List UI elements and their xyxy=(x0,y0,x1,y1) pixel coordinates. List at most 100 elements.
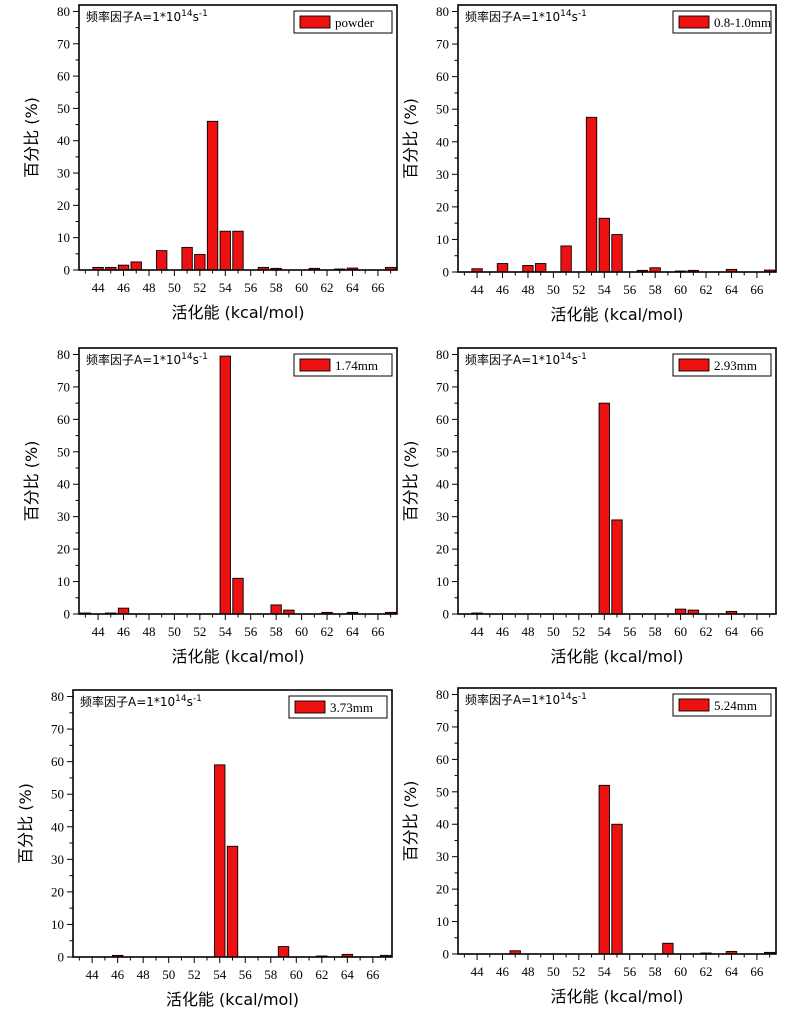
y-tick-label: 40 xyxy=(57,133,70,148)
y-tick-label: 0 xyxy=(58,950,65,965)
bar xyxy=(496,263,509,273)
y-tick-label: 70 xyxy=(51,722,64,737)
x-tick-label: 46 xyxy=(111,967,125,982)
y-tick-label: 50 xyxy=(57,101,70,116)
y-tick-label: 60 xyxy=(57,412,70,427)
bar xyxy=(611,519,623,615)
y-tick-label: 60 xyxy=(436,69,449,84)
x-tick-label: 48 xyxy=(137,967,150,982)
frequency-factor-annotation: 频率因子A=1*1014s-1 xyxy=(86,352,208,367)
frequency-factor-annotation: 频率因子A=1*1014s-1 xyxy=(465,692,587,707)
y-tick-label: 40 xyxy=(436,817,449,832)
x-tick-label: 64 xyxy=(346,624,360,639)
y-tick-label: 80 xyxy=(436,4,449,19)
x-tick-label: 52 xyxy=(572,282,585,297)
y-axis-label: 百分比 (%) xyxy=(401,781,420,862)
bar xyxy=(130,261,142,271)
x-tick-label: 62 xyxy=(700,282,713,297)
y-tick-label: 60 xyxy=(51,754,64,769)
y-tick-label: 0 xyxy=(443,947,450,962)
legend-label: powder xyxy=(335,15,375,30)
legend-swatch xyxy=(294,700,326,714)
y-tick-label: 50 xyxy=(57,444,70,459)
bar xyxy=(232,230,244,271)
y-tick-label: 10 xyxy=(436,232,449,247)
x-tick-label: 46 xyxy=(117,280,131,295)
chart-panel-5: 44 46 48 50 52 54 56 58 60 62 64 66 0 10 20 30 40 50 60 70 8… xyxy=(16,689,393,1009)
legend-swatch xyxy=(299,15,331,29)
y-tick-label: 0 xyxy=(64,263,71,278)
x-tick-label: 58 xyxy=(270,280,283,295)
bar xyxy=(662,942,674,955)
bar xyxy=(214,764,226,958)
y-tick-label: 0 xyxy=(443,265,450,280)
x-tick-label: 66 xyxy=(371,280,385,295)
y-axis-label: 百分比 (%) xyxy=(16,783,35,864)
y-tick-label: 30 xyxy=(57,509,70,524)
x-tick-label: 50 xyxy=(547,964,560,979)
x-tick-label: 66 xyxy=(750,964,764,979)
y-tick-label: 20 xyxy=(436,882,449,897)
x-tick-label: 62 xyxy=(321,624,334,639)
x-tick-label: 64 xyxy=(725,282,739,297)
bar xyxy=(585,116,598,273)
bar xyxy=(560,245,572,273)
bar xyxy=(270,604,282,615)
plot-frame xyxy=(78,347,398,615)
x-tick-label: 60 xyxy=(674,624,687,639)
x-tick-label: 52 xyxy=(193,280,206,295)
y-tick-label: 10 xyxy=(436,574,449,589)
y-tick-label: 30 xyxy=(51,852,64,867)
x-axis-label: 活化能 (kcal/mol) xyxy=(171,303,304,322)
x-tick-label: 46 xyxy=(117,624,131,639)
x-tick-label: 56 xyxy=(623,624,637,639)
y-tick-label: 50 xyxy=(436,784,449,799)
y-tick-label: 70 xyxy=(57,36,70,51)
x-tick-label: 54 xyxy=(219,280,233,295)
bar xyxy=(598,402,610,615)
x-tick-label: 58 xyxy=(649,964,662,979)
x-tick-label: 48 xyxy=(142,624,155,639)
chart-panel-2: 44 46 48 50 52 54 56 58 60 62 64 66 0 10 20 30 40 50 60 70 8… xyxy=(401,4,777,324)
x-tick-label: 54 xyxy=(598,624,612,639)
x-tick-label: 60 xyxy=(290,967,303,982)
x-tick-label: 44 xyxy=(92,624,106,639)
legend-label: 3.73mm xyxy=(330,700,373,715)
y-axis-label: 百分比 (%) xyxy=(401,98,420,179)
x-tick-label: 52 xyxy=(188,967,201,982)
y-tick-label: 60 xyxy=(436,752,449,767)
x-tick-label: 64 xyxy=(341,967,355,982)
legend-label: 1.74mm xyxy=(335,358,378,373)
x-tick-label: 64 xyxy=(725,624,739,639)
x-tick-label: 48 xyxy=(142,280,155,295)
x-tick-label: 46 xyxy=(496,624,510,639)
y-tick-label: 40 xyxy=(57,477,70,492)
frequency-factor-annotation: 频率因子A=1*1014s-1 xyxy=(86,9,208,24)
y-tick-label: 10 xyxy=(436,914,449,929)
y-tick-label: 30 xyxy=(57,166,70,181)
bar xyxy=(194,254,206,271)
legend-label: 0.8-1.0mm xyxy=(714,15,771,30)
bar xyxy=(611,823,623,955)
plot-frame xyxy=(457,4,777,273)
x-tick-label: 62 xyxy=(700,964,713,979)
y-axis-label: 百分比 (%) xyxy=(401,441,420,522)
x-tick-label: 44 xyxy=(471,964,485,979)
x-tick-label: 56 xyxy=(623,282,637,297)
plot-frame xyxy=(78,4,398,271)
y-axis-label: 百分比 (%) xyxy=(22,97,41,178)
x-tick-label: 44 xyxy=(86,967,100,982)
bar xyxy=(611,234,623,273)
y-axis-label: 百分比 (%) xyxy=(22,441,41,522)
bar xyxy=(277,946,290,958)
y-tick-label: 20 xyxy=(57,542,70,557)
x-tick-label: 56 xyxy=(239,967,253,982)
x-tick-label: 58 xyxy=(649,282,662,297)
x-tick-label: 54 xyxy=(598,964,612,979)
y-tick-label: 70 xyxy=(57,379,70,394)
y-tick-label: 70 xyxy=(436,37,449,52)
x-tick-label: 60 xyxy=(674,282,687,297)
chart-panel-4: 44 46 48 50 52 54 56 58 60 62 64 66 0 10 20 30 40 50 60 70 8… xyxy=(401,347,777,666)
legend-swatch xyxy=(299,358,331,372)
